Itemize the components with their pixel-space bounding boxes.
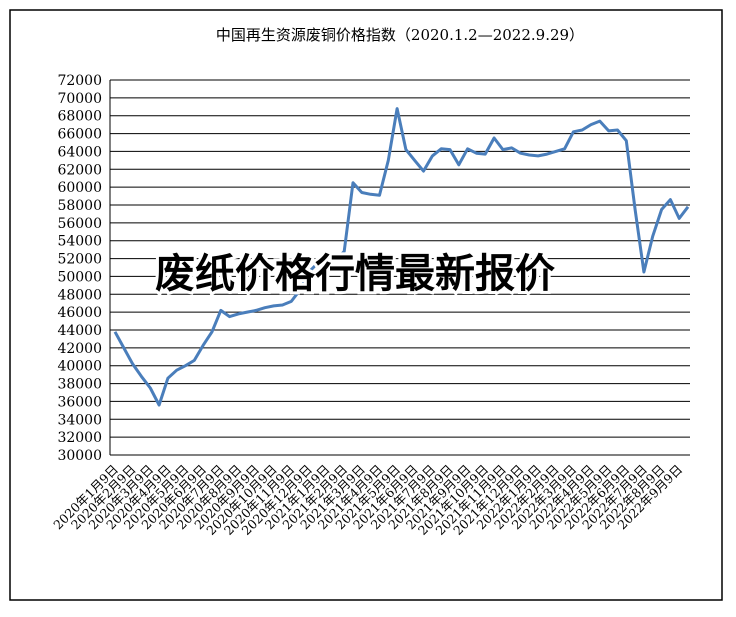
overlay-text: 废纸价格行情最新报价 [155, 251, 555, 297]
y-tick-label: 68000 [57, 109, 102, 125]
y-tick-label: 38000 [57, 377, 102, 393]
y-tick-label: 44000 [57, 323, 102, 339]
y-tick-label: 48000 [57, 287, 102, 303]
y-tick-label: 52000 [57, 252, 102, 268]
y-tick-label: 36000 [57, 394, 102, 410]
y-tick-label: 72000 [57, 73, 102, 89]
y-tick-label: 64000 [57, 144, 102, 160]
y-tick-label: 56000 [57, 216, 102, 232]
y-tick-label: 40000 [57, 359, 102, 375]
y-tick-label: 60000 [57, 180, 102, 196]
frame [9, 9, 723, 601]
y-tick-label: 50000 [57, 269, 102, 285]
y-tick-label: 46000 [57, 305, 102, 321]
y-tick-label: 66000 [57, 127, 102, 143]
y-tick-label: 58000 [57, 198, 102, 214]
y-tick-label: 34000 [57, 412, 102, 428]
y-tick-label: 54000 [57, 234, 102, 250]
chart-title: 中国再生资源废铜价格指数（2020.1.2—2022.9.29） [216, 26, 584, 44]
y-tick-label: 32000 [57, 430, 102, 446]
y-tick-label: 62000 [57, 162, 102, 178]
data-line [113, 107, 690, 407]
y-tick-label: 30000 [57, 448, 102, 464]
y-tick-label: 42000 [57, 341, 102, 357]
y-tick-label: 70000 [57, 91, 102, 107]
